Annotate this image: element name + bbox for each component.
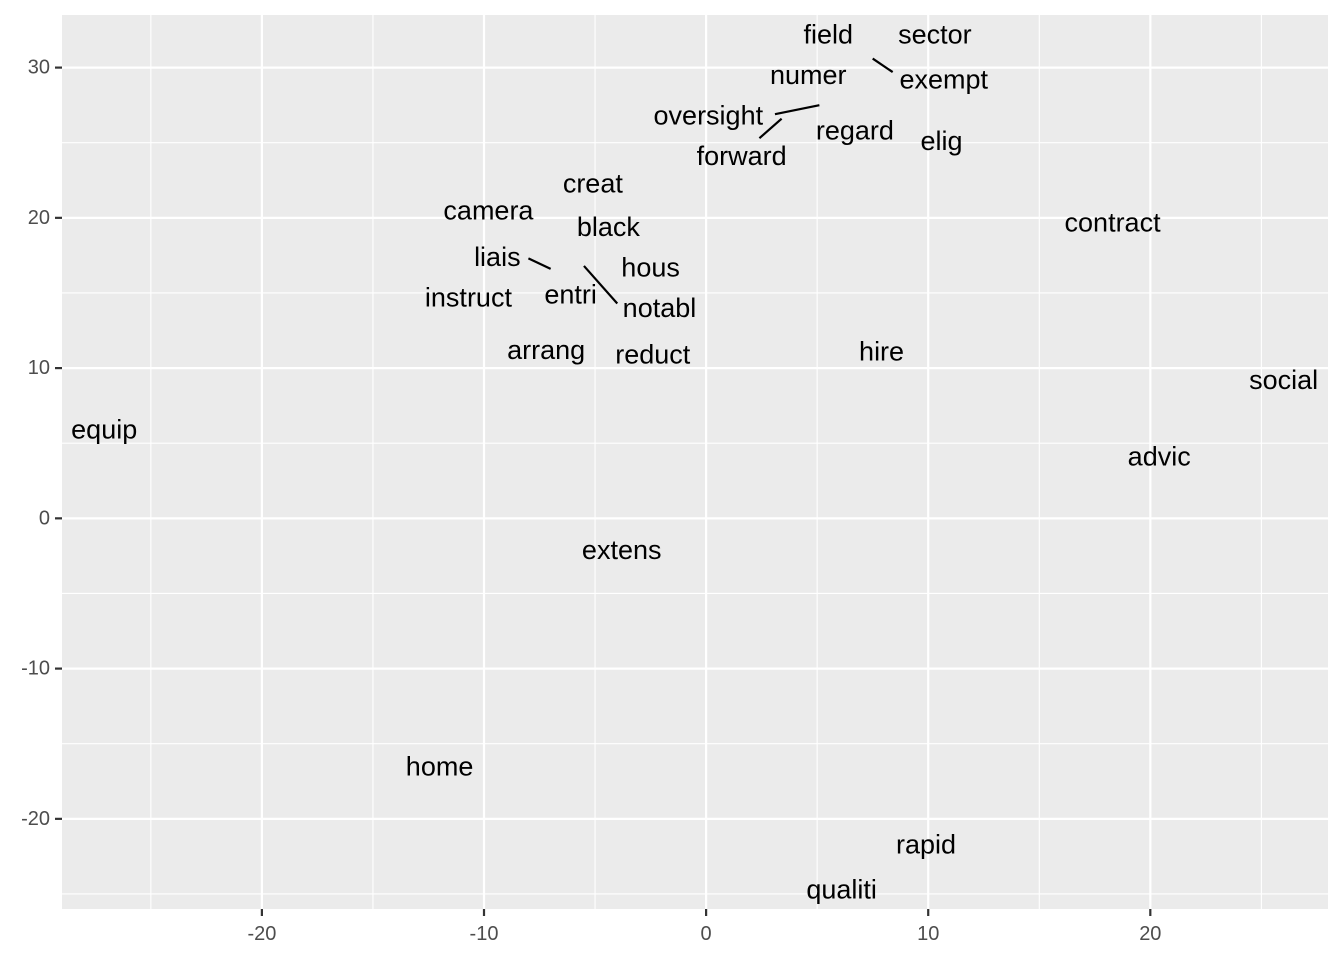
point-label-exempt: exempt (899, 65, 988, 95)
label-connector-segments (527, 57, 894, 305)
y-tick-label: 30 (28, 57, 50, 79)
point-label-hire: hire (859, 337, 904, 367)
minor-gridlines (62, 15, 1328, 909)
point-label-sector: sector (898, 20, 972, 50)
label-connector-segment (872, 57, 894, 74)
point-label-liais: liais (474, 242, 521, 272)
x-tick-label: 10 (917, 923, 939, 945)
point-label-elig: elig (921, 126, 963, 156)
y-tick-label: 0 (39, 507, 50, 529)
y-axis: -20 -10 0 10 20 30 (21, 57, 62, 830)
x-tick-label: 20 (1139, 923, 1161, 945)
point-label-social: social (1249, 365, 1318, 395)
plot-panel-background (62, 15, 1328, 909)
point-label-equip: equip (71, 415, 137, 445)
point-label-hous: hous (621, 252, 680, 282)
point-label-field: field (803, 20, 853, 50)
label-connector-segment (758, 117, 783, 140)
point-label-rapid: rapid (896, 829, 956, 859)
label-connector-segment (527, 257, 552, 270)
y-tick-label: -10 (21, 658, 50, 680)
label-connector-segment (774, 104, 820, 116)
x-tick-label: -20 (247, 923, 276, 945)
major-gridlines (62, 15, 1328, 909)
point-label-contract: contract (1065, 207, 1162, 237)
point-label-camera: camera (443, 195, 534, 225)
point-label-entri: entri (544, 279, 597, 309)
x-axis: -20 -10 0 10 20 (247, 909, 1161, 945)
point-label-qualiti: qualiti (806, 874, 877, 904)
point-label-forward: forward (697, 141, 787, 171)
point-label-black: black (577, 212, 641, 242)
point-label-oversight: oversight (654, 101, 764, 131)
x-tick-label: 0 (701, 923, 712, 945)
y-tick-label: 10 (28, 357, 50, 379)
point-label-extens: extens (582, 535, 662, 565)
point-label-reduct: reduct (615, 340, 691, 370)
point-label-advic: advic (1128, 442, 1191, 472)
point-label-arrang: arrang (507, 335, 585, 365)
point-label-notabl: notabl (623, 293, 697, 323)
point-label-creat: creat (563, 168, 624, 198)
point-label-numer: numer (770, 60, 847, 90)
point-label-regard: regard (816, 116, 894, 146)
point-label-home: home (406, 751, 474, 781)
x-tick-label: -10 (470, 923, 499, 945)
word-labels: field sector numer exempt oversight regard for… (71, 20, 1318, 905)
label-connector-segment (583, 265, 619, 305)
y-tick-label: 20 (28, 207, 50, 229)
point-label-instruct: instruct (425, 282, 513, 312)
y-tick-label: -20 (21, 808, 50, 830)
